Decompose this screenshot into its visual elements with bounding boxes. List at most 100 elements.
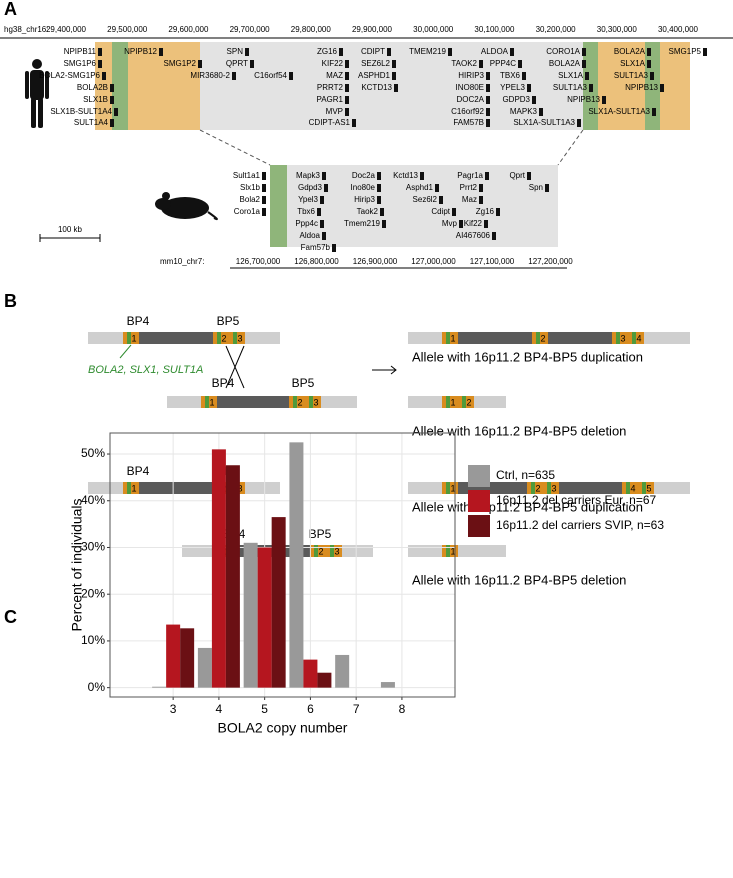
segment <box>139 332 213 344</box>
segment <box>139 482 213 494</box>
gene-glyph <box>527 172 531 180</box>
region <box>583 42 690 130</box>
gene-glyph <box>660 84 664 92</box>
copy-label: 2 <box>221 333 226 343</box>
gene-label: Sult1a1 <box>233 171 261 180</box>
copy-label: 2 <box>466 397 471 407</box>
panel-label: B <box>4 291 17 311</box>
gene-glyph <box>262 208 266 216</box>
gene-label: PRRT2 <box>317 83 344 92</box>
axis-tick-label: 29,400,000 <box>46 25 87 34</box>
gene-block <box>462 396 466 408</box>
bar <box>180 628 195 688</box>
gene-label: AI467606 <box>456 231 491 240</box>
bar <box>243 542 258 688</box>
gene-glyph <box>582 60 586 68</box>
x-tick-label: 8 <box>399 702 406 716</box>
gene-label: KIF22 <box>322 59 344 68</box>
gene-glyph <box>322 232 326 240</box>
gene-label: SLX1B-SULT1A4 <box>50 107 112 116</box>
copy-label: 4 <box>630 483 635 493</box>
bar <box>211 449 226 688</box>
gene-glyph <box>522 72 526 80</box>
gene-label: BOLA2B <box>77 83 108 92</box>
gene-glyph <box>484 220 488 228</box>
gene-block <box>632 332 636 344</box>
gene-glyph <box>452 208 456 216</box>
bar <box>317 672 332 688</box>
gene-label: MAPK3 <box>510 107 538 116</box>
gene-glyph <box>320 196 324 204</box>
gene-annotation: BOLA2, SLX1, SULT1A <box>88 364 203 376</box>
y-tick-label: 10% <box>81 633 105 647</box>
gene-block <box>446 332 450 344</box>
copy-label: 2 <box>540 333 545 343</box>
axis-tick-label: 30,000,000 <box>413 25 454 34</box>
gene-label: ALDOA <box>481 47 509 56</box>
gene-glyph <box>332 244 336 252</box>
gene-label: Aldoa <box>300 231 321 240</box>
bar <box>303 659 318 688</box>
gene-label: Maz <box>462 195 477 204</box>
bar <box>166 624 181 688</box>
gene-glyph <box>585 72 589 80</box>
bp-label: BP5 <box>309 527 332 541</box>
allele-label: Allele with 16p11.2 BP4-BP5 deletion <box>412 423 626 438</box>
bar <box>257 547 272 688</box>
gene-label: Ino80e <box>351 183 376 192</box>
gene-block <box>642 482 646 494</box>
mouse-icon <box>155 192 218 221</box>
gene-glyph <box>345 84 349 92</box>
gene-block <box>616 332 620 344</box>
pointer <box>119 344 132 359</box>
gene-block <box>127 482 131 494</box>
gene-label: Zg16 <box>476 207 495 216</box>
gene-glyph <box>352 119 356 127</box>
bp-label: BP5 <box>217 314 240 328</box>
allele-label: Allele with 16p11.2 BP4-BP5 duplication <box>412 349 643 364</box>
gene-glyph <box>392 60 396 68</box>
bp-label: BP4 <box>212 376 235 390</box>
gene-label: Doc2a <box>352 171 376 180</box>
x-axis-label: BOLA2 copy number <box>218 720 348 736</box>
gene-block <box>446 482 450 494</box>
dashed-link <box>557 129 584 166</box>
bar <box>152 686 167 688</box>
y-tick-label: 50% <box>81 446 105 460</box>
gene-glyph <box>532 96 536 104</box>
axis-tick-label: 127,100,000 <box>470 257 515 266</box>
gene-glyph <box>486 108 490 116</box>
gene-glyph <box>479 184 483 192</box>
plot-border <box>109 432 456 698</box>
gene-block <box>330 545 334 557</box>
y-tick-label: 40% <box>81 493 105 507</box>
gene-glyph <box>518 60 522 68</box>
gene-label: Ppp4c <box>295 219 318 228</box>
axis-tick-label: 126,700,000 <box>236 257 281 266</box>
gene-glyph <box>250 60 254 68</box>
region <box>200 42 583 130</box>
panel-label: A <box>4 0 17 19</box>
axis-tick-label: 30,300,000 <box>597 25 638 34</box>
gene-label: SULT1A3 <box>553 83 588 92</box>
gene-glyph <box>589 84 593 92</box>
gene-label: DOC2A <box>456 95 484 104</box>
copy-label: 3 <box>237 333 242 343</box>
gene-glyph <box>324 184 328 192</box>
gene-label: NPIPB12 <box>124 47 157 56</box>
gene-glyph <box>492 232 496 240</box>
gene-label: Asphd1 <box>406 183 434 192</box>
gene-block <box>446 396 450 408</box>
gene-label: SMG1P2 <box>164 59 197 68</box>
segment <box>217 396 289 408</box>
gene-label: Bola2 <box>240 195 261 204</box>
gene-glyph <box>539 108 543 116</box>
axis-tick-label: 126,800,000 <box>294 257 339 266</box>
gene-label: CDIPT <box>361 47 385 56</box>
gene-label: TAOK2 <box>451 59 477 68</box>
gene-glyph <box>339 48 343 56</box>
gene-glyph <box>102 72 106 80</box>
gene-glyph <box>98 60 102 68</box>
gene-glyph <box>377 172 381 180</box>
